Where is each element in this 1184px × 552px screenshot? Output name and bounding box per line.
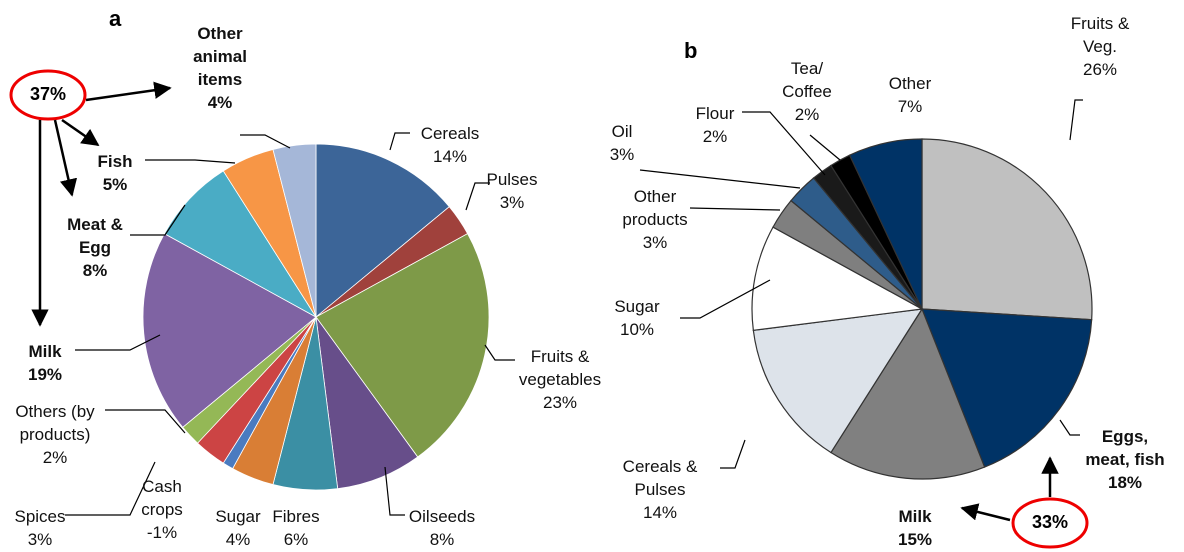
slice-name: Fruits & Veg. xyxy=(1070,14,1130,56)
pie-slice xyxy=(751,226,924,331)
slice-label: Fibres 6% xyxy=(266,505,326,551)
slice-label: Fruits & Veg. 26% xyxy=(1063,12,1138,81)
pie-slice xyxy=(142,233,317,428)
slice-value: 19% xyxy=(27,365,63,384)
slice-label: Milk 19% xyxy=(15,340,75,386)
slice-value: 4% xyxy=(225,530,251,549)
pie-slice xyxy=(830,307,986,480)
slice-value: 14% xyxy=(642,503,678,522)
slice-value: 3% xyxy=(642,233,668,252)
slice-name: Oilseeds xyxy=(408,507,476,526)
slice-name: Eggs, meat, fish xyxy=(1085,427,1165,469)
slice-label: Oilseeds 8% xyxy=(402,505,482,551)
leader-lines xyxy=(65,99,1083,516)
slice-label: Cereals & Pulses 14% xyxy=(615,455,705,524)
slice-value: 6% xyxy=(283,530,309,549)
slice-label: Oil 3% xyxy=(602,120,642,166)
slice-value: 5% xyxy=(102,175,128,194)
slice-name: Cash crops xyxy=(141,477,183,519)
slice-label: Pulses 3% xyxy=(477,168,547,214)
pie-slice xyxy=(272,143,317,318)
slice-value: 14% xyxy=(432,147,468,166)
slice-value: -1% xyxy=(146,523,178,542)
pie-slice xyxy=(315,233,490,458)
slice-value: 18% xyxy=(1107,473,1143,492)
slice-value: 3% xyxy=(609,145,635,164)
slice-name: Cereals & Pulses xyxy=(622,457,698,499)
slice-value: 3% xyxy=(27,530,53,549)
slice-name: Spices xyxy=(14,507,66,526)
slice-value: 7% xyxy=(897,97,923,116)
slice-name: Others (by products) xyxy=(15,402,95,444)
slice-name: Fibres xyxy=(272,507,320,526)
panel-label: b xyxy=(684,38,698,63)
slice-name: Sugar xyxy=(215,507,261,526)
slice-label: Sugar 4% xyxy=(208,505,268,551)
annotation: 33% xyxy=(1031,512,1069,532)
pie-slice xyxy=(921,308,1093,468)
slice-label: Cereals 14% xyxy=(410,122,490,168)
slice-label: Spices 3% xyxy=(5,505,75,551)
slice-label: Sugar 10% xyxy=(607,295,667,341)
slice-label: Other 7% xyxy=(880,72,940,118)
slice-value: 2% xyxy=(702,127,728,146)
slice-name: Fruits & vegetables xyxy=(518,347,602,389)
slice-label: Other animal items 4% xyxy=(175,22,265,114)
panel-label: a xyxy=(109,6,122,31)
slice-name: Pulses xyxy=(486,170,538,189)
slice-label: Meat & Egg 8% xyxy=(60,213,130,282)
pie-slice xyxy=(848,138,923,310)
slice-label: Others (by products) 2% xyxy=(0,400,110,469)
slice-label: Milk 15% xyxy=(885,505,945,551)
slice-name: Meat & Egg xyxy=(67,215,123,257)
slice-name: Sugar xyxy=(614,297,660,316)
slice-label: Cash crops -1% xyxy=(137,475,187,544)
pie-slice xyxy=(921,138,1093,321)
slice-value: 3% xyxy=(499,193,525,212)
slice-name: Oil xyxy=(611,122,633,141)
slice-label: Other products 3% xyxy=(610,185,700,254)
slice-name: Milk xyxy=(898,507,932,526)
slice-name: Milk xyxy=(28,342,62,361)
slice-name: Fish xyxy=(97,152,133,171)
slice-value: 15% xyxy=(897,530,933,549)
slice-name: Other animal items xyxy=(193,24,247,89)
slice-name: Other products xyxy=(622,187,688,229)
slice-value: 2% xyxy=(794,105,820,124)
pie-slice xyxy=(315,143,450,318)
slice-name: Cereals xyxy=(420,124,480,143)
slice-value: 23% xyxy=(542,393,578,412)
slice-value: 26% xyxy=(1082,60,1118,79)
slice-value: 4% xyxy=(207,93,233,112)
annotation-graphics xyxy=(9,69,1089,549)
slice-label: Flour 2% xyxy=(690,102,740,148)
pie-slice xyxy=(752,308,924,454)
slice-value: 8% xyxy=(82,261,108,280)
slice-label: Eggs, meat, fish 18% xyxy=(1080,425,1170,494)
slice-label: Tea/ Coffee 2% xyxy=(782,57,832,126)
slice-value: 10% xyxy=(619,320,655,339)
slice-name: Other xyxy=(888,74,932,93)
slice-label: Fish 5% xyxy=(85,150,145,196)
annotation: 37% xyxy=(29,84,67,104)
slice-value: 2% xyxy=(42,448,68,467)
slice-name: Flour xyxy=(695,104,735,123)
slice-label: Fruits & vegetables 23% xyxy=(513,345,608,414)
slice-name: Tea/ Coffee xyxy=(782,59,832,101)
slice-value: 8% xyxy=(429,530,455,549)
